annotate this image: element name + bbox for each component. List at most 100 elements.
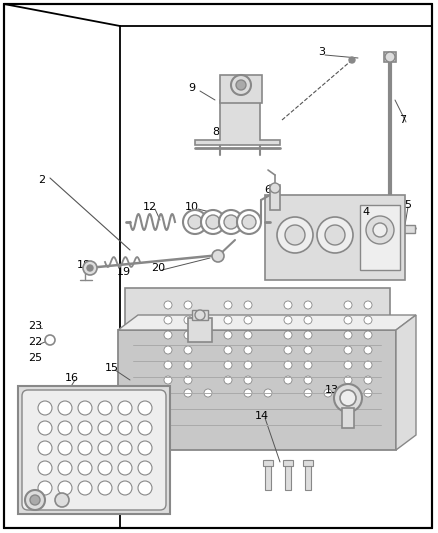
Circle shape: [118, 401, 132, 415]
Circle shape: [325, 225, 345, 245]
Text: 3: 3: [318, 47, 325, 57]
Circle shape: [219, 210, 243, 234]
Text: 7: 7: [399, 115, 406, 125]
Bar: [265, 460, 271, 490]
Circle shape: [284, 316, 292, 324]
Circle shape: [236, 80, 246, 90]
Circle shape: [304, 331, 312, 339]
Circle shape: [344, 301, 352, 309]
Circle shape: [98, 441, 112, 455]
Circle shape: [184, 346, 192, 354]
Circle shape: [98, 421, 112, 435]
Circle shape: [364, 316, 372, 324]
Circle shape: [364, 389, 372, 397]
Circle shape: [206, 215, 220, 229]
Text: 19: 19: [117, 267, 131, 277]
Circle shape: [224, 331, 232, 339]
Circle shape: [184, 331, 192, 339]
Circle shape: [244, 361, 252, 369]
Circle shape: [78, 441, 92, 455]
Circle shape: [58, 441, 72, 455]
Text: 15: 15: [105, 363, 119, 373]
Circle shape: [212, 250, 224, 262]
Circle shape: [98, 481, 112, 495]
Circle shape: [98, 401, 112, 415]
Circle shape: [224, 376, 232, 384]
Circle shape: [164, 376, 172, 384]
Circle shape: [58, 421, 72, 435]
Text: 13: 13: [325, 385, 339, 395]
Bar: [220, 75, 262, 103]
Circle shape: [244, 346, 252, 354]
Circle shape: [58, 401, 72, 415]
Circle shape: [78, 421, 92, 435]
Text: 2: 2: [39, 175, 46, 185]
Circle shape: [364, 301, 372, 309]
Circle shape: [242, 215, 256, 229]
Circle shape: [304, 376, 312, 384]
Bar: [360, 205, 400, 270]
Circle shape: [184, 316, 192, 324]
Text: 18: 18: [77, 260, 91, 270]
Circle shape: [224, 361, 232, 369]
Circle shape: [244, 389, 252, 397]
Circle shape: [237, 210, 261, 234]
Circle shape: [304, 316, 312, 324]
Circle shape: [144, 389, 152, 397]
Circle shape: [45, 335, 55, 345]
Circle shape: [277, 217, 313, 253]
Circle shape: [55, 493, 69, 507]
Text: 8: 8: [212, 127, 219, 137]
Circle shape: [373, 223, 387, 237]
Circle shape: [38, 421, 52, 435]
Text: 10: 10: [185, 202, 199, 212]
Circle shape: [244, 331, 252, 339]
Circle shape: [184, 376, 192, 384]
Bar: [283, 460, 293, 466]
Text: 6: 6: [265, 185, 272, 195]
Circle shape: [324, 389, 332, 397]
Circle shape: [25, 490, 45, 510]
Polygon shape: [118, 315, 416, 330]
Circle shape: [78, 461, 92, 475]
Circle shape: [138, 441, 152, 455]
Circle shape: [284, 376, 292, 384]
Circle shape: [201, 210, 225, 234]
Text: 17: 17: [193, 325, 207, 335]
Text: 11: 11: [231, 213, 245, 223]
Circle shape: [83, 261, 97, 275]
Circle shape: [304, 361, 312, 369]
Circle shape: [224, 316, 232, 324]
Circle shape: [204, 389, 212, 397]
Bar: [192, 310, 208, 320]
Bar: [384, 52, 396, 62]
Circle shape: [349, 57, 355, 63]
Circle shape: [364, 376, 372, 384]
Circle shape: [244, 301, 252, 309]
Circle shape: [364, 346, 372, 354]
Circle shape: [344, 346, 352, 354]
Circle shape: [38, 481, 52, 495]
Circle shape: [138, 481, 152, 495]
Circle shape: [98, 461, 112, 475]
Circle shape: [164, 331, 172, 339]
Circle shape: [285, 225, 305, 245]
Bar: [285, 460, 291, 490]
Circle shape: [38, 441, 52, 455]
Circle shape: [284, 331, 292, 339]
Bar: [365, 225, 415, 233]
Circle shape: [188, 215, 202, 229]
Circle shape: [184, 389, 192, 397]
Circle shape: [224, 215, 238, 229]
Text: 9: 9: [188, 83, 195, 93]
FancyBboxPatch shape: [22, 390, 166, 510]
Circle shape: [164, 361, 172, 369]
Circle shape: [344, 376, 352, 384]
Circle shape: [364, 361, 372, 369]
Circle shape: [87, 265, 93, 271]
Circle shape: [38, 461, 52, 475]
Text: 16: 16: [65, 373, 79, 383]
Bar: [125, 288, 390, 408]
Bar: [270, 185, 280, 210]
Circle shape: [284, 346, 292, 354]
